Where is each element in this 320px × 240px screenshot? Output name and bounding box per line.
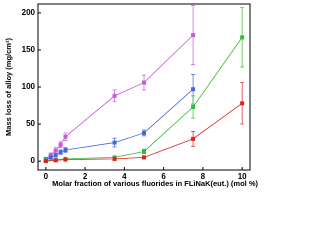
x-tick-label: 8 [201, 172, 206, 181]
data-point [240, 35, 245, 40]
series-line [45, 34, 194, 160]
x-axis-label: Molar fraction of various fluorides in F… [52, 179, 258, 188]
data-point [142, 130, 146, 135]
data-point [53, 158, 58, 163]
y-tick-label: 50 [26, 119, 35, 128]
y-tick-label: 150 [22, 45, 36, 54]
data-point [53, 153, 58, 158]
data-point [191, 33, 196, 38]
data-point [191, 136, 196, 141]
data-point [63, 157, 68, 162]
series-line [45, 88, 194, 160]
y-tick-label: 0 [31, 156, 36, 165]
series-line [45, 37, 243, 161]
data-point [112, 156, 117, 161]
data-point [142, 149, 146, 154]
data-point [142, 80, 146, 85]
data-point [112, 140, 117, 145]
data-point [48, 155, 53, 160]
x-tick-label: 10 [238, 172, 247, 181]
data-point [142, 155, 146, 160]
x-tick-label: 4 [122, 172, 127, 181]
data-point [191, 87, 196, 92]
data-point [43, 159, 48, 164]
data-point [191, 105, 196, 110]
x-tick-label: 0 [44, 172, 49, 181]
data-point [112, 93, 117, 98]
data-point [53, 148, 58, 153]
data-point [58, 150, 63, 155]
chart: Molar fraction of various fluorides in F… [4, 3, 259, 188]
y-tick-label: 200 [22, 8, 36, 17]
x-tick-label: 2 [83, 172, 88, 181]
y-axis-label: Mass loss of alloy (mg/cm²) [4, 38, 13, 136]
data-point [240, 101, 245, 106]
y-tick-label: 100 [22, 82, 36, 91]
data-point [63, 134, 68, 139]
data-point [48, 153, 53, 158]
x-tick-label: 6 [161, 172, 166, 181]
data-point [58, 142, 63, 147]
data-point [63, 147, 68, 152]
